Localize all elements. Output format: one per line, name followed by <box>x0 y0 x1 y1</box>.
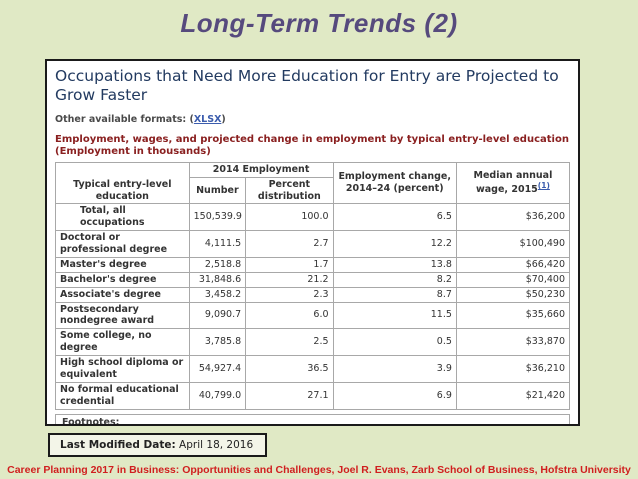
row-wage: $70,400 <box>455 271 571 288</box>
row-number: 9,090.7 <box>188 301 247 330</box>
row-percent: 2.7 <box>245 230 334 258</box>
row-change: 0.5 <box>332 328 457 356</box>
row-percent: 2.5 <box>245 328 334 356</box>
row-number: 31,848.6 <box>188 271 247 288</box>
row-percent: 21.2 <box>245 271 334 288</box>
row-change: 8.7 <box>332 286 457 303</box>
row-number: 2,518.8 <box>188 256 247 273</box>
table-subheader-row: Number Percent distribution <box>56 176 570 205</box>
row-percent: 36.5 <box>245 355 334 383</box>
table-row: Master's degree 2,518.8 1.7 13.8 $66,420 <box>55 256 571 273</box>
median-wage-label: Median annual wage, 2015 <box>473 169 553 196</box>
page-title: Occupations that Need More Education for… <box>55 67 559 105</box>
row-number: 4,111.5 <box>188 230 247 258</box>
row-label: No formal educational credential <box>55 381 190 410</box>
row-label: Doctoral or professional degree <box>55 230 190 258</box>
row-change: 3.9 <box>332 355 457 383</box>
table-group-header-row: Typical entry-level education 2014 Emplo… <box>55 161 571 205</box>
available-formats-line: Other available formats: (XLSX) <box>55 114 570 125</box>
row-label: Postsecondary nondegree award <box>55 301 190 330</box>
last-modified-label: Last Modified Date: <box>60 439 176 451</box>
wage-footnote-link[interactable]: (1) <box>537 181 550 191</box>
col-group-2014-employment: 2014 Employment <box>188 161 334 178</box>
row-change: 11.5 <box>332 301 457 330</box>
table-row: High school diploma or equivalent 54,927… <box>55 355 571 383</box>
table-row: Some college, no degree 3,785.8 2.5 0.5 … <box>55 328 571 356</box>
row-change: 8.2 <box>332 271 457 288</box>
row-label: Some college, no degree <box>55 328 190 356</box>
table-row: No formal educational credential 40,799.… <box>55 381 571 410</box>
row-label: Bachelor's degree <box>55 271 190 288</box>
row-number: 54,927.4 <box>188 355 247 383</box>
row-wage: $35,660 <box>455 301 571 330</box>
table-row: Associate's degree 3,458.2 2.3 8.7 $50,2… <box>55 286 571 303</box>
slide-footer-credit: Career Planning 2017 in Business: Opport… <box>7 464 631 476</box>
row-wage: $21,420 <box>455 381 571 410</box>
table-row: Postsecondary nondegree award 9,090.7 6.… <box>55 301 571 330</box>
table-row: Bachelor's degree 31,848.6 21.2 8.2 $70,… <box>55 271 571 288</box>
slide-title: Long-Term Trends (2) <box>180 8 458 38</box>
row-wage: $50,230 <box>455 286 571 303</box>
row-wage: $36,210 <box>455 355 571 383</box>
row-change: 13.8 <box>332 256 457 273</box>
last-modified-value: April 18, 2016 <box>179 439 254 451</box>
col-header-employment-change: Employment change, 2014–24 (percent) <box>332 161 457 205</box>
col-header-education: Typical entry-level education <box>55 161 190 205</box>
row-number: 40,799.0 <box>188 381 247 410</box>
col-header-number: Number <box>188 176 247 205</box>
last-modified-box: Last Modified Date: April 18, 2016 <box>48 433 268 457</box>
row-change: 12.2 <box>332 230 457 258</box>
row-number: 3,785.8 <box>188 328 247 356</box>
table-row-total: Total, all occupations 150,539.9 100.0 6… <box>55 203 571 232</box>
xlsx-link[interactable]: XLSX <box>193 113 222 125</box>
col-header-median-wage: Median annual wage, 2015(1) <box>455 161 571 205</box>
table-caption: Employment, wages, and projected change … <box>55 134 570 159</box>
row-label: High school diploma or equivalent <box>55 355 190 383</box>
table-row: Doctoral or professional degree 4,111.5 … <box>55 230 571 258</box>
formats-suffix: ) <box>221 113 226 125</box>
bls-webpage-screenshot: Occupations that Need More Education for… <box>45 59 580 426</box>
row-percent: 100.0 <box>245 203 334 232</box>
footnotes-label: Footnotes: <box>62 416 120 426</box>
row-change: 6.9 <box>332 381 457 410</box>
row-label: Associate's degree <box>55 286 190 303</box>
row-wage: $100,490 <box>455 230 571 258</box>
row-change: 6.5 <box>332 203 457 232</box>
formats-prefix: Other available formats: ( <box>55 113 194 125</box>
row-wage: $36,200 <box>455 203 571 232</box>
row-number: 150,539.9 <box>188 203 247 232</box>
col-header-percent-distribution: Percent distribution <box>245 176 334 205</box>
row-wage: $33,870 <box>455 328 571 356</box>
table-caption-line1: Employment, wages, and projected change … <box>55 133 569 145</box>
footnotes-section: Footnotes: 1 Data are from the Occupatio… <box>55 413 570 426</box>
row-percent: 6.0 <box>245 301 334 330</box>
row-percent: 2.3 <box>245 286 334 303</box>
row-number: 3,458.2 <box>188 286 247 303</box>
table-caption-line2: (Employment in thousands) <box>55 146 211 158</box>
employment-table: Typical entry-level education 2014 Emplo… <box>55 161 571 410</box>
row-label: Master's degree <box>55 256 190 273</box>
row-percent: 27.1 <box>245 381 334 410</box>
row-wage: $66,420 <box>455 256 571 273</box>
row-label: Total, all occupations <box>55 203 190 232</box>
row-percent: 1.7 <box>245 256 334 273</box>
